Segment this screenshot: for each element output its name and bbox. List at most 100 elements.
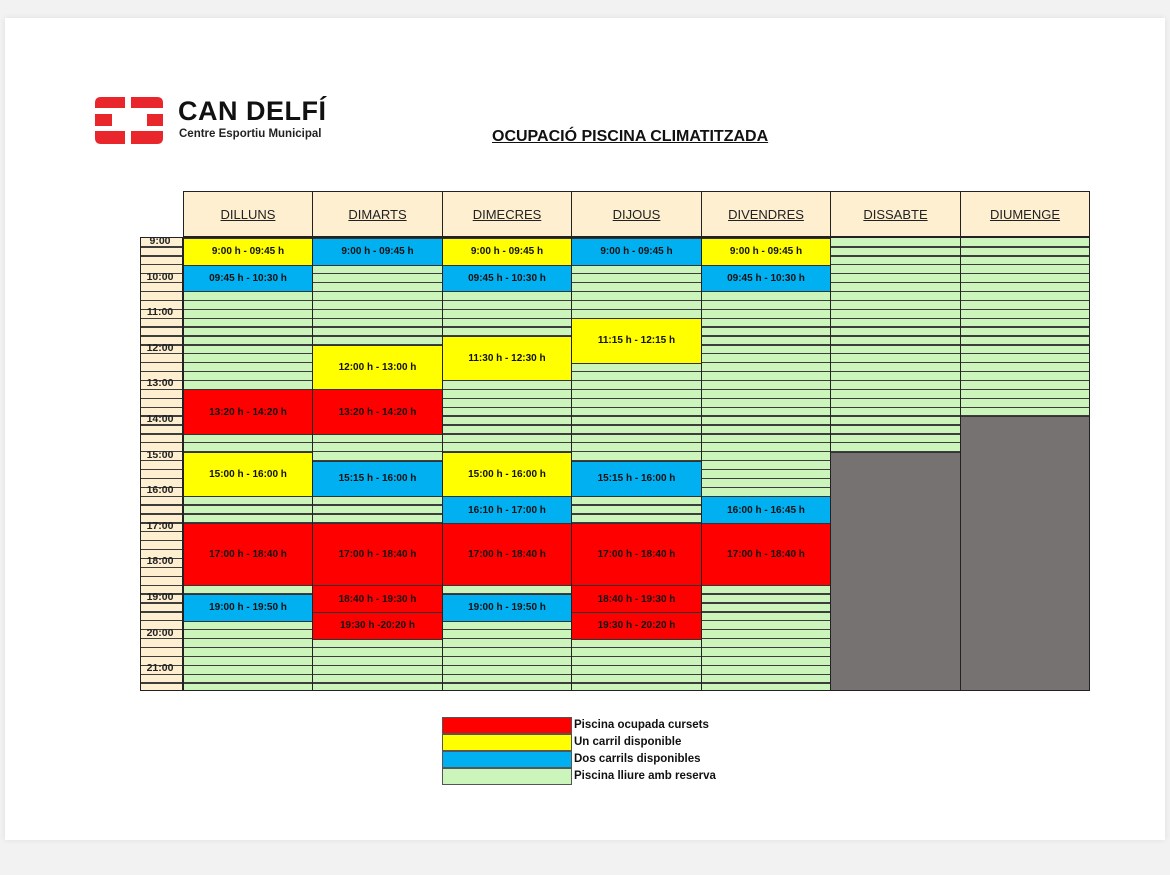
slot-line	[443, 433, 571, 435]
day-header: DIMARTS	[312, 191, 443, 237]
time-row-line	[141, 424, 182, 426]
slot-line	[702, 370, 830, 373]
logo-name: CAN DELFÍ	[178, 96, 327, 126]
slot-line	[702, 593, 830, 595]
slot-line	[702, 335, 830, 337]
slot-line	[831, 317, 960, 319]
time-row-line	[141, 317, 182, 319]
time-row-line	[141, 451, 182, 453]
slot-line	[831, 264, 960, 266]
slot-line	[572, 451, 701, 453]
time-column: 9:00 10:00 11:00 12:00 13:00 14:00 15:00 16:00 1…	[140, 237, 183, 691]
schedule-block-blue: 15:15 h - 16:00 h	[572, 460, 701, 498]
slot-line	[831, 388, 960, 391]
slot-line	[961, 379, 1089, 382]
legend-swatch	[442, 734, 572, 751]
schedule-block-blue: 16:10 h - 17:00 h	[443, 496, 571, 524]
slot-line	[443, 317, 571, 319]
slot-line	[702, 353, 830, 355]
slot-line	[961, 353, 1089, 355]
slot-line	[702, 299, 830, 301]
day-header: DILLUNS	[183, 191, 313, 237]
hour-label: 17:00	[146, 519, 174, 532]
slot-line	[831, 362, 960, 364]
slot-line	[702, 611, 830, 613]
slot-line	[184, 299, 312, 301]
slot-line	[313, 273, 442, 275]
slot-line	[313, 646, 442, 649]
time-row-line	[141, 468, 182, 471]
slot-line	[184, 513, 312, 515]
day-column: 9:00 h - 09:45 h 11:15 h - 12:15 h 15:15 h…	[571, 237, 702, 691]
hour-label: 13:00	[146, 377, 174, 390]
slot-line	[961, 308, 1089, 310]
slot-line	[443, 415, 571, 417]
slot-line	[702, 620, 830, 622]
legend-swatch	[442, 717, 572, 734]
hour-label: 15:00	[146, 448, 174, 461]
slot-line	[313, 664, 442, 666]
slot-line	[572, 655, 701, 658]
slot-line	[184, 344, 312, 346]
time-row-line	[141, 246, 182, 248]
slot-line	[702, 388, 830, 391]
slot-line	[831, 406, 960, 408]
slot-line	[572, 406, 701, 408]
hour-label: 19:00	[146, 591, 174, 604]
slot-line	[184, 442, 312, 444]
slot-line	[313, 513, 442, 515]
day-column: 9:00 h - 09:45 h 09:45 h - 10:30 h 13:20 h…	[183, 237, 313, 691]
time-row-line	[141, 531, 182, 533]
time-row-line	[141, 682, 182, 684]
time-row-line	[141, 486, 182, 488]
schedule-block-red: 17:00 h - 18:40 h	[702, 522, 830, 587]
slot-line	[313, 317, 442, 319]
time-row-line	[141, 611, 182, 613]
slot-line	[572, 504, 701, 506]
slot-line	[184, 362, 312, 364]
time-row-line	[141, 664, 182, 666]
slot-line	[702, 344, 830, 346]
slot-line	[184, 317, 312, 319]
slot-line	[572, 388, 701, 391]
slot-line	[961, 264, 1089, 266]
schedule-block-blue: 19:00 h - 19:50 h	[443, 594, 571, 622]
slot-line	[572, 397, 701, 399]
time-row-line	[141, 548, 182, 551]
time-row-line	[141, 513, 182, 515]
slot-line	[184, 370, 312, 373]
slot-line	[572, 273, 701, 275]
slot-line	[443, 673, 571, 675]
hour-label: 18:00	[146, 555, 174, 568]
slot-line	[443, 682, 571, 684]
slot-line	[831, 415, 960, 417]
slot-line	[961, 344, 1089, 346]
slot-line	[184, 335, 312, 337]
schedule-block-yellow: 15:00 h - 16:00 h	[443, 451, 571, 498]
slot-line	[184, 504, 312, 506]
slot-line	[572, 370, 701, 373]
time-row-line	[141, 299, 182, 301]
slot-line	[831, 433, 960, 435]
slot-line	[961, 397, 1089, 399]
slot-line	[831, 273, 960, 275]
slot-line	[313, 682, 442, 684]
slot-line	[961, 326, 1089, 328]
slot-line	[831, 424, 960, 426]
schedule-block-yellow: 9:00 h - 09:45 h	[184, 238, 312, 266]
time-row-line	[141, 655, 182, 658]
slot-line	[184, 308, 312, 310]
slot-line	[572, 415, 701, 417]
time-row-line	[141, 388, 182, 391]
slot-line	[831, 246, 960, 248]
schedule-block-yellow: 9:00 h - 09:45 h	[702, 238, 830, 266]
slot-line	[184, 664, 312, 666]
slot-line	[961, 362, 1089, 364]
time-row-line	[141, 540, 182, 542]
slot-line	[443, 637, 571, 640]
day-column: 9:00 h - 09:45 h 12:00 h - 13:00 h 13:20 h…	[312, 237, 443, 691]
schedule-block-blue: 9:00 h - 09:45 h	[313, 238, 442, 266]
schedule-block-red: 17:00 h - 18:40 h	[572, 522, 701, 587]
slot-line	[961, 370, 1089, 373]
slot-line	[184, 326, 312, 328]
